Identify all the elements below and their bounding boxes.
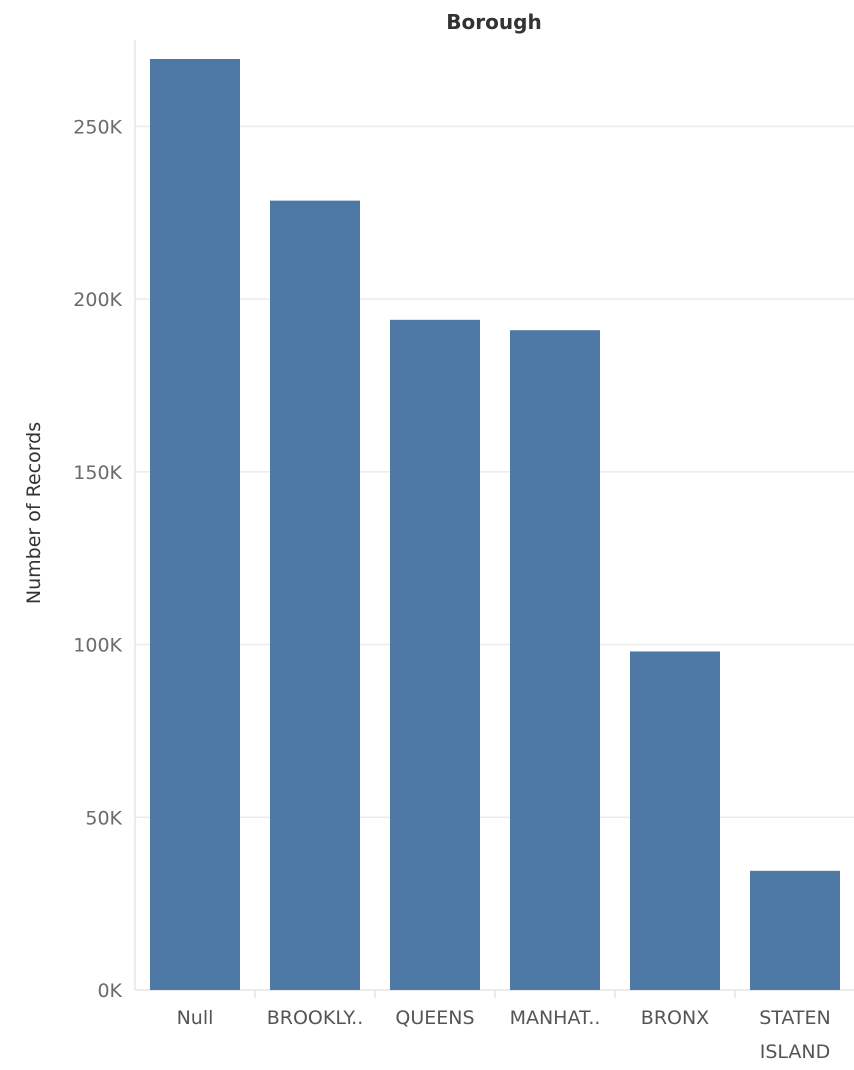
bar (750, 870, 840, 990)
bar (510, 330, 600, 990)
labels: Borough Number of Records 0K 50K 100K 150K 2… (23, 10, 831, 1063)
y-axis-title: Number of Records (23, 422, 45, 604)
y-tick-label: 50K (85, 807, 122, 829)
y-tick-label: 150K (73, 462, 122, 484)
x-category-label: MANHAT.. (510, 1007, 601, 1029)
y-tick-label: 200K (73, 289, 122, 311)
gridlines (135, 125, 854, 819)
y-tick-label: 100K (73, 635, 122, 657)
x-category-label: QUEENS (395, 1007, 474, 1029)
bar (630, 651, 720, 990)
x-category-label: ISLAND (760, 1041, 831, 1063)
bar (390, 319, 480, 990)
bars (150, 59, 840, 991)
x-category-label: STATEN (759, 1007, 831, 1029)
x-category-label: BROOKLY.. (267, 1007, 364, 1029)
y-tick-label: 250K (73, 116, 122, 138)
y-tick-label: 0K (97, 980, 122, 1002)
chart-title: Borough (446, 10, 541, 34)
x-category-label: BRONX (641, 1007, 709, 1029)
axes (134, 40, 854, 998)
x-category-label: Null (177, 1007, 214, 1029)
bar (150, 59, 240, 990)
bar (270, 200, 360, 991)
